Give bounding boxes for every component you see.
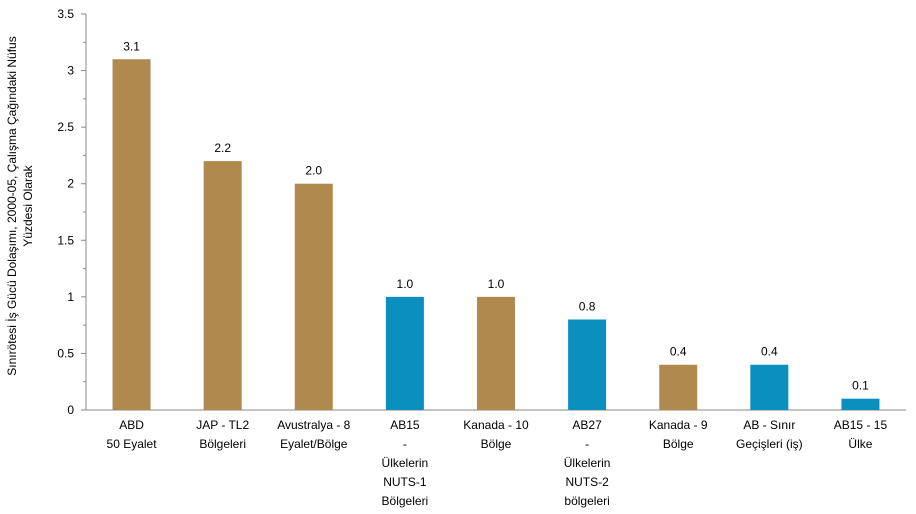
x-tick-labels: ABD 50 Eyalet JAP - TL2 Bölgeleri Avustralya… [107,418,888,508]
bar [568,319,607,410]
y-tick-label: 2.5 [57,120,74,134]
x-tick-label: Bölgeleri [382,494,429,508]
x-tick-label: Ülkelerin [382,456,429,470]
y-tick-label: 0.5 [57,346,74,360]
x-tick-label: bölgeleri [564,494,609,508]
y-tick-label: 1 [67,290,74,304]
bar [294,183,333,410]
x-tick-label: Geçişleri (iş) [736,437,803,451]
bar [477,296,515,410]
y-tick-label: 3.5 [57,7,74,21]
y-tick-label: 2 [67,177,74,191]
y-tick-label: 1.5 [57,233,74,247]
data-labels: 3.1 2.2 2.0 1.0 1.0 0.8 0.4 0.4 0.1 [123,39,869,392]
x-tick-label: Kanada - 10 [463,418,529,432]
x-tick-label: Bölge [481,437,512,451]
bar [750,364,789,410]
bar-value-label: 0.1 [852,379,869,393]
bar [112,59,151,410]
x-tick-label: AB15 - 15 [834,418,888,432]
y-tick-label: 0 [67,403,74,417]
y-axis-label: Sınırötesi İş Gücü Dolaşımı, 2000-05, Ça… [5,36,35,376]
bars [112,59,880,410]
bar [385,296,424,410]
bar-value-label: 2.2 [214,141,231,155]
bar-value-label: 3.1 [123,39,140,53]
bar-value-label: 0.4 [761,345,778,359]
x-tick-label: JAP - TL2 [196,418,249,432]
x-tick-label: AB15 [390,418,420,432]
x-tick-label: 50 Eyalet [107,437,158,451]
x-tick-label: AB27 [572,418,602,432]
bar [841,398,880,410]
y-tick-label: 3 [67,64,74,78]
bar [203,161,242,410]
x-tick-label: ABD [119,418,144,432]
bar-value-label: 1.0 [488,277,505,291]
x-tick-label: Eyalet/Bölge [280,437,348,451]
y-axis-label-line: Yüzdesi Olarak [21,164,35,246]
x-tick-label: - [585,437,589,451]
y-axis: 0 0.5 1 1.5 2 2.5 3 3.5 [57,7,87,417]
bar-value-label: 0.8 [579,299,596,313]
y-axis-label-line: Sınırötesi İş Gücü Dolaşımı, 2000-05, Ça… [5,36,19,376]
x-tick-label: AB - Sınır [743,418,795,432]
x-tick-label: NUTS-2 [565,475,609,489]
bar-value-label: 2.0 [305,164,322,178]
bar [659,364,698,410]
x-tick-label: - [403,437,407,451]
x-tick-label: Kanada - 9 [649,418,708,432]
x-tick-label: Ülke [848,437,872,451]
x-tick-label: Ülkelerin [564,456,611,470]
x-tick-label: Avustralya - 8 [277,418,350,432]
bar-value-label: 1.0 [397,277,414,291]
x-tick-label: Bölgeleri [199,437,246,451]
x-tick-label: Bölge [663,437,694,451]
x-tick-label: NUTS-1 [383,475,427,489]
bar-value-label: 0.4 [670,345,687,359]
